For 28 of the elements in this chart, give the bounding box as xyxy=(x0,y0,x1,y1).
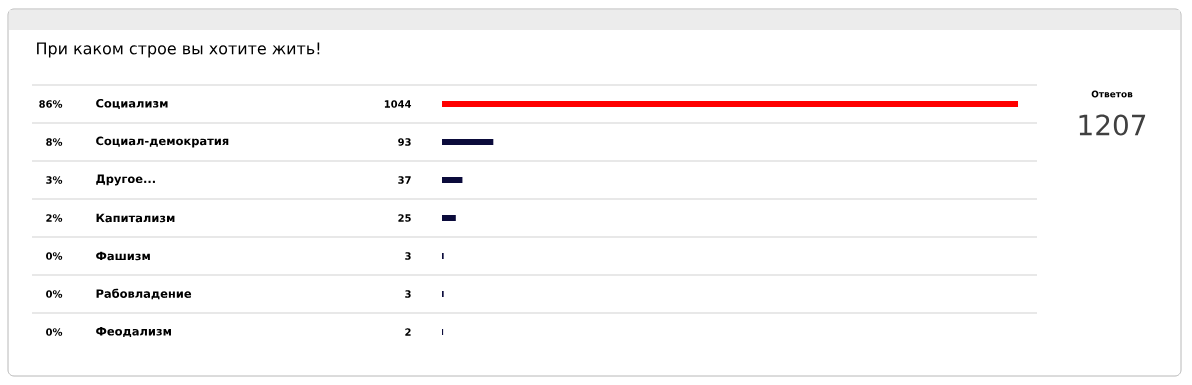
y-tick-label: Рабовладение xyxy=(96,288,192,300)
text: 2% xyxy=(46,214,63,222)
data-label: 93 xyxy=(398,138,411,146)
data-label: 2 xyxy=(405,328,411,336)
y-tick-label: Феодализм xyxy=(96,327,171,337)
text: 0% xyxy=(46,328,63,336)
text: 0% xyxy=(46,252,63,260)
y-tick-label: Фашизм xyxy=(96,251,150,261)
data-label: 1044 xyxy=(384,100,412,108)
data-label: 25 xyxy=(398,214,411,222)
text: 0% xyxy=(46,290,63,298)
y-tick-label: Капитализм xyxy=(96,213,175,223)
bar xyxy=(442,215,456,222)
bar xyxy=(442,177,463,184)
data-label: 37 xyxy=(398,176,411,184)
y-tick-label: Социал-демократия xyxy=(96,136,229,148)
text: 1207 xyxy=(1079,114,1146,136)
text: При каком строе вы хотите жить! xyxy=(37,42,320,58)
text: Ответов xyxy=(1091,90,1133,98)
bar xyxy=(442,101,1019,108)
y-tick-label: Другое... xyxy=(96,174,155,186)
text: 3% xyxy=(46,176,63,184)
y-tick-label: Социализм xyxy=(96,98,168,110)
text: 8% xyxy=(46,138,63,146)
bar xyxy=(442,139,494,146)
data-label: 3 xyxy=(405,252,411,260)
data-label: 3 xyxy=(405,290,411,298)
text: 86% xyxy=(39,100,63,108)
